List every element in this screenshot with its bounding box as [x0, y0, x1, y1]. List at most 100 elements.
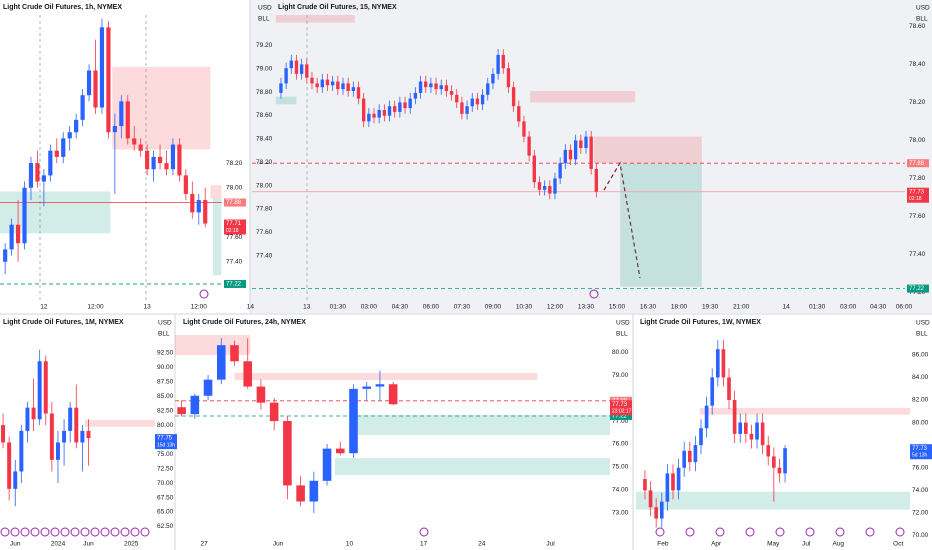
candle-body [715, 349, 720, 378]
candle-body [460, 102, 464, 114]
event-icon [70, 527, 80, 537]
y-tick-label: 86.00 [912, 352, 929, 359]
candle-body [284, 68, 288, 84]
countdown-label: 02:18 [909, 196, 922, 202]
candle-body [704, 405, 709, 429]
event-icon[interactable] [199, 289, 209, 299]
candle-body [687, 450, 692, 463]
event-icon [80, 527, 90, 537]
candle-body [388, 384, 398, 405]
event-icon [805, 527, 815, 537]
x-tick-label: 12 [40, 304, 48, 311]
event-icon[interactable] [589, 289, 599, 299]
zone [636, 491, 910, 510]
candle-body [190, 395, 200, 415]
zone [275, 96, 297, 105]
y2-tick-label: 77.80 [256, 206, 273, 213]
y-tick-label: 67.50 [157, 494, 174, 501]
zone [212, 198, 222, 276]
candle-body [335, 448, 345, 454]
y2-tick-label: 78.00 [256, 182, 273, 189]
unit-label: BLL [616, 331, 628, 338]
candle-body [177, 407, 186, 415]
candle-body [475, 98, 480, 105]
price-tag [224, 198, 246, 207]
candle-body [86, 430, 91, 439]
candle-body [413, 92, 418, 99]
candle-body [99, 27, 105, 108]
candle-body [732, 400, 737, 434]
y2-tick-label: 78.20 [256, 159, 273, 166]
candle-body [132, 138, 137, 145]
x-tick-label: 21:00 [733, 304, 750, 311]
candle-body [738, 422, 743, 434]
candle-body [693, 445, 698, 463]
y-tick-label: 70.00 [912, 532, 929, 539]
x-tick-label: 2024 [51, 541, 66, 548]
candle-body [256, 386, 266, 403]
x-tick-label: 16:30 [640, 304, 657, 311]
event-icon [895, 527, 905, 537]
event-icon [0, 527, 10, 537]
price-tag-label: 77.88 [909, 161, 925, 167]
candle-body [309, 480, 319, 502]
x-tick-label: 13 [144, 304, 152, 311]
x-tick-label: 14 [782, 304, 790, 311]
candle-body [361, 98, 366, 122]
candle-body [170, 144, 176, 170]
candle-body [203, 379, 213, 396]
event-icon [835, 527, 845, 537]
zone [334, 458, 610, 476]
pane-title: Light Crude Oil Futures, 1W, NYMEX [640, 319, 761, 326]
y-tick-label: 78.60 [909, 23, 926, 30]
y2-tick-label: 79.20 [256, 42, 273, 49]
zone [349, 415, 610, 436]
event-icon[interactable] [419, 527, 429, 537]
candle-body [25, 407, 30, 431]
y2-tick-label: 77.40 [256, 252, 273, 259]
candle-body [682, 450, 687, 468]
x-tick-label: 03:00 [840, 304, 857, 311]
candle-body [470, 98, 474, 107]
y-tick-label: 82.00 [912, 397, 929, 404]
candle-body [356, 87, 361, 99]
y-tick-label: 80.00 [912, 419, 929, 426]
candle-body [563, 149, 567, 164]
candle-body [164, 163, 169, 170]
price-tag-label: 77.22 [909, 286, 925, 292]
currency-label: USD [616, 320, 630, 327]
event-icons [655, 527, 905, 537]
pane-title: Light Crude Oil Futures, 1M, NYMEX [3, 319, 124, 326]
candle-body [542, 186, 547, 190]
zone [175, 335, 251, 356]
candle-body [699, 428, 703, 446]
zone [699, 407, 910, 415]
candle-body [744, 422, 748, 434]
y-tick-label: 79.00 [612, 372, 629, 379]
candle-body [19, 430, 24, 472]
x-tick-label: 06:00 [423, 304, 440, 311]
candle-body [74, 407, 79, 443]
zone [593, 136, 702, 164]
candle-body [491, 73, 495, 84]
candle-body [230, 345, 239, 362]
candle-body [403, 102, 407, 109]
candle-body [408, 98, 412, 109]
y2-tick-label: 77.60 [256, 229, 273, 236]
x-tick-label: Apr [711, 541, 722, 548]
candle-body [367, 113, 371, 122]
candle-body [67, 132, 72, 139]
candle-body [465, 106, 469, 114]
zone [275, 15, 355, 23]
price-tag-label: 77.73 [912, 446, 928, 452]
x-tick-label: 10 [346, 541, 354, 548]
candle-body [522, 121, 526, 137]
x-tick-label: Jun [10, 541, 21, 548]
x-tick-label: 04:30 [870, 304, 887, 311]
candle-body [294, 60, 299, 74]
candle-body [351, 87, 356, 91]
y-tick-label: 76.00 [612, 441, 629, 448]
currency-label: USD [916, 5, 930, 12]
currency-label: USD [158, 320, 172, 327]
y-tick-label: 80.00 [157, 422, 174, 429]
